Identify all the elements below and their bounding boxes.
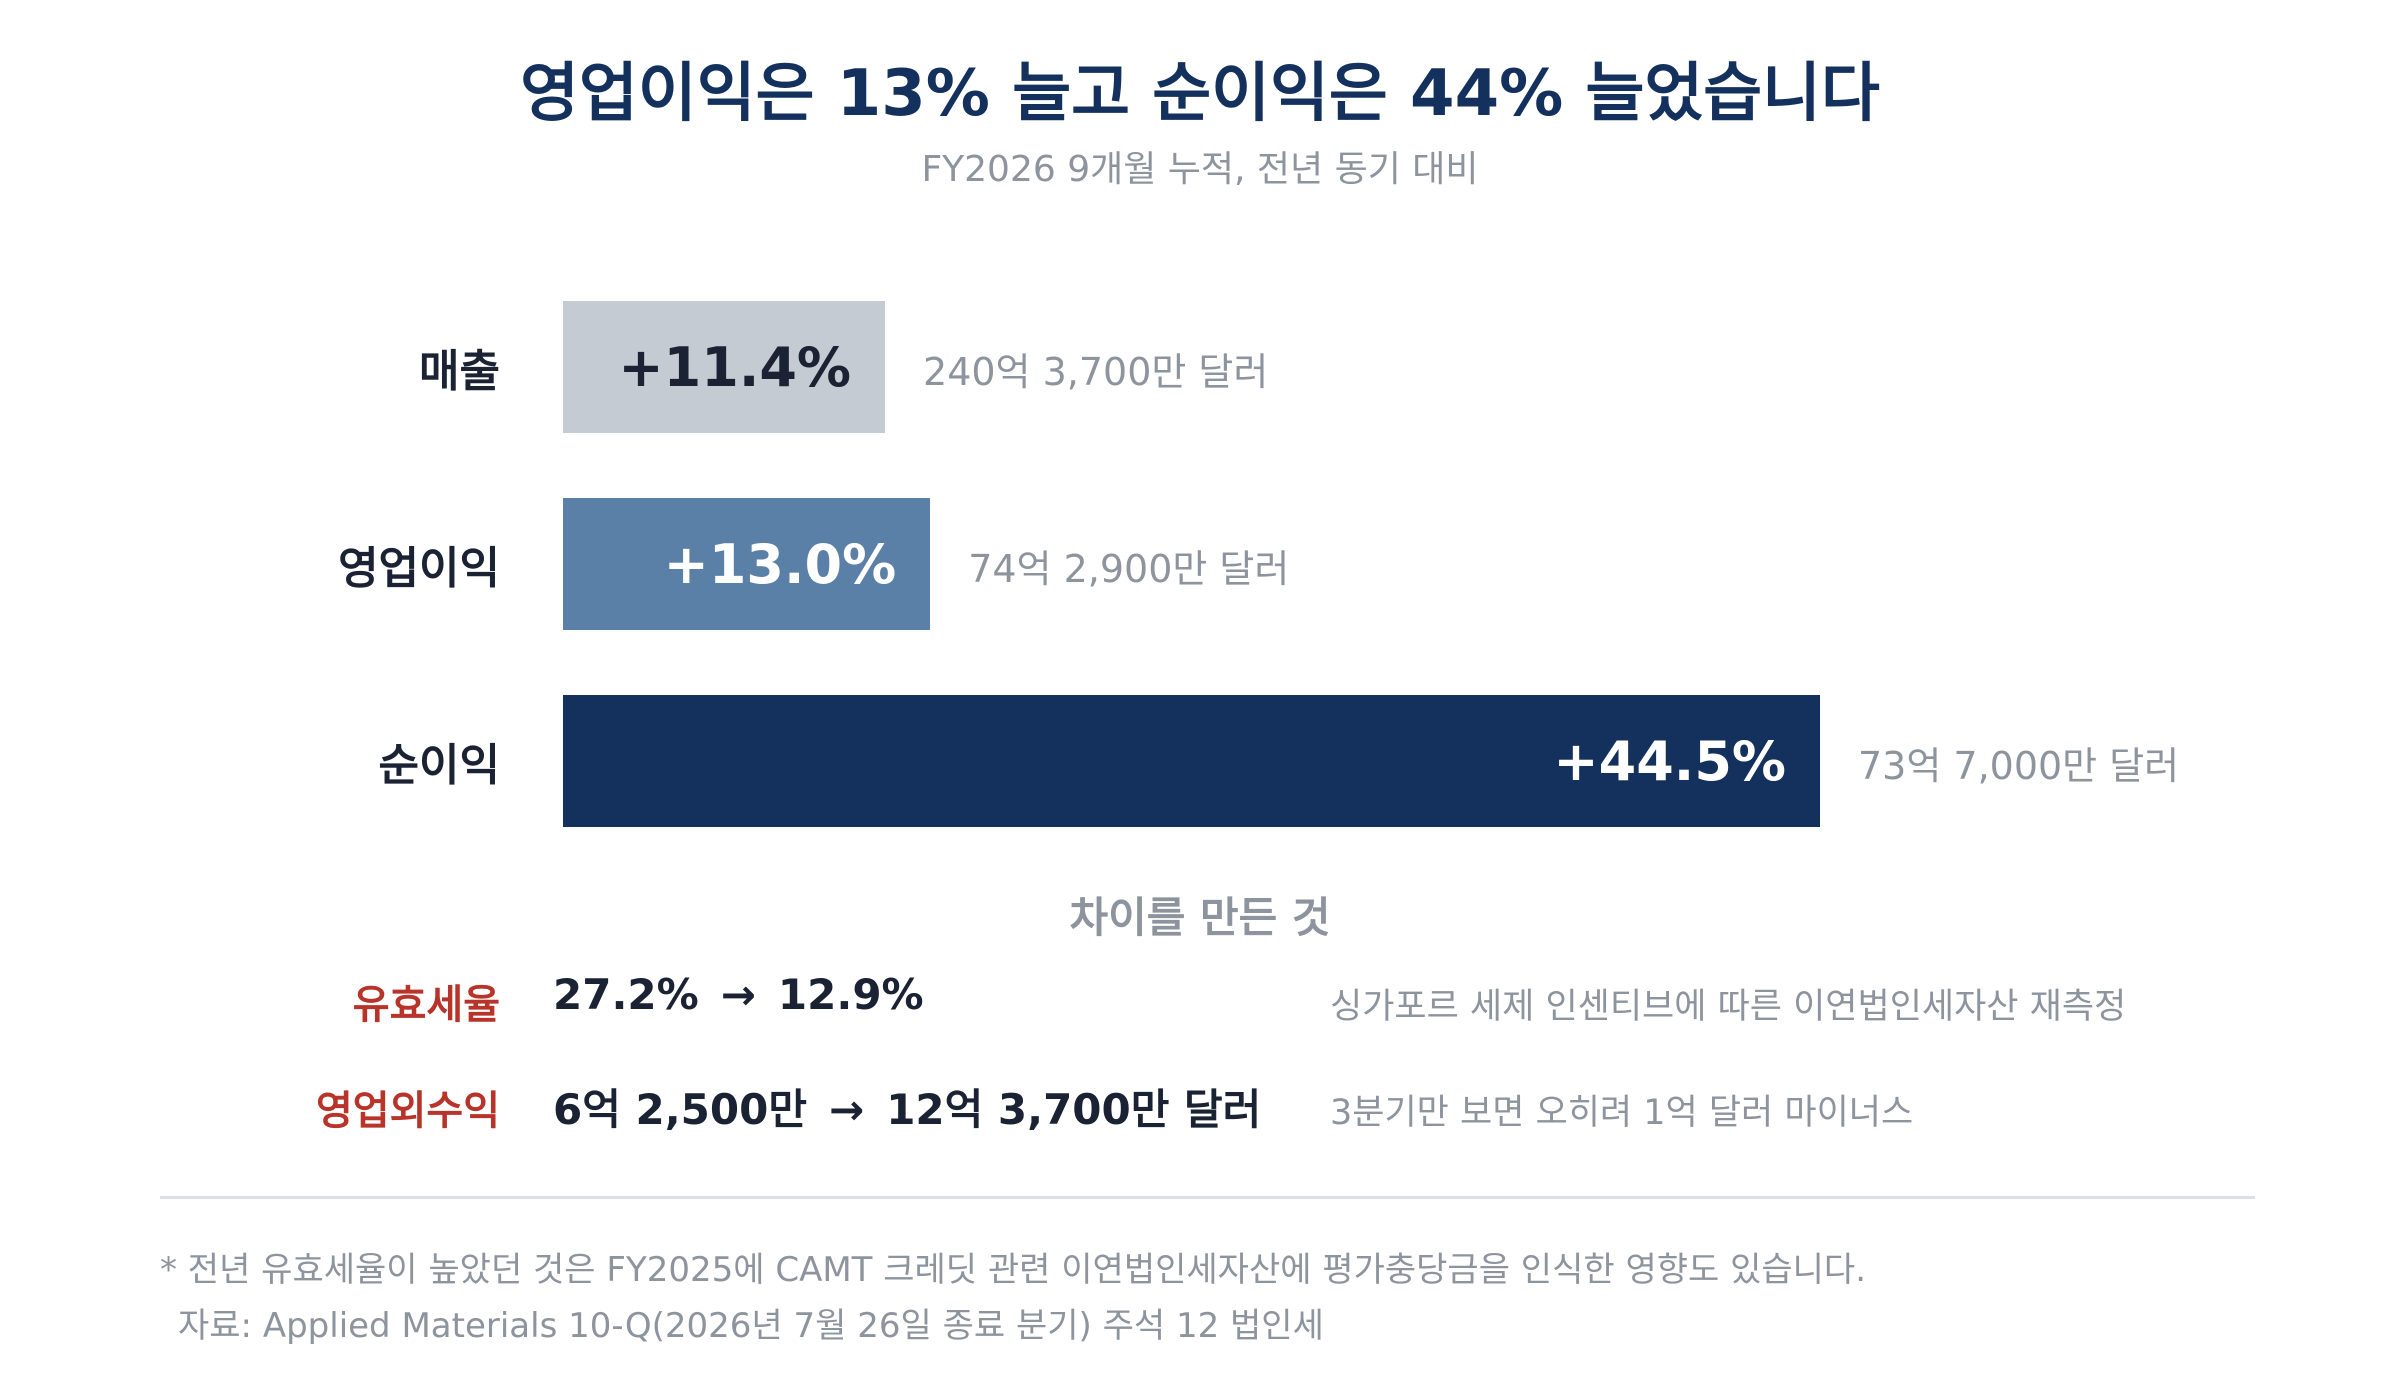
driver-to-value: 12억 3,700만 달러 bbox=[886, 1085, 1262, 1134]
driver-from-value: 27.2% bbox=[553, 970, 699, 1019]
bar-amount-annotation: 240억 3,700만 달러 bbox=[923, 350, 1269, 394]
driver-to-value: 12.9% bbox=[777, 970, 924, 1019]
driver-name: 영업외수익 bbox=[316, 1088, 500, 1134]
driver-note: 3분기만 보면 오히려 1억 달러 마이너스 bbox=[1330, 1093, 1914, 1133]
bar-value-label: +13.0% bbox=[663, 532, 897, 596]
bar: +44.5% bbox=[563, 695, 1820, 827]
drivers-title: 차이를 만든 것 bbox=[1069, 893, 1331, 942]
divider bbox=[160, 1196, 2255, 1199]
bar: +11.4% bbox=[563, 301, 886, 433]
driver-change: 27.2% → 12.9% bbox=[553, 970, 924, 1019]
driver-from-value: 6억 2,500만 bbox=[553, 1085, 807, 1134]
bar-value-label: +44.5% bbox=[1553, 729, 1786, 793]
category-label: 영업이익 bbox=[338, 543, 500, 594]
driver-name: 유효세율 bbox=[352, 982, 500, 1028]
source-note: 자료: Applied Materials 10-Q(2026년 7월 26일 … bbox=[178, 1306, 1324, 1346]
bar-amount-annotation: 73억 7,000만 달러 bbox=[1858, 744, 2180, 788]
category-label: 매출 bbox=[419, 346, 500, 397]
arrow-right-icon: → bbox=[720, 970, 756, 1019]
bar-value-label: +11.4% bbox=[618, 335, 852, 399]
driver-change: 6억 2,500만 → 12억 3,700만 달러 bbox=[553, 1076, 1261, 1137]
driver-note: 싱가포르 세제 인센티브에 따른 이연법인세자산 재측정 bbox=[1330, 987, 2127, 1027]
category-label: 순이익 bbox=[378, 740, 500, 791]
chart-title: 영업이익은 13% 늘고 순이익은 44% 늘었습니다 bbox=[520, 57, 1880, 131]
chart-subtitle: FY2026 9개월 누적, 전년 동기 대비 bbox=[921, 149, 1479, 190]
bar: +13.0% bbox=[563, 498, 931, 630]
footnote: * 전년 유효세율이 높았던 것은 FY2025에 CAMT 크레딧 관련 이연… bbox=[160, 1250, 1867, 1290]
bar-amount-annotation: 74억 2,900만 달러 bbox=[968, 547, 1290, 591]
arrow-right-icon: → bbox=[828, 1085, 865, 1134]
